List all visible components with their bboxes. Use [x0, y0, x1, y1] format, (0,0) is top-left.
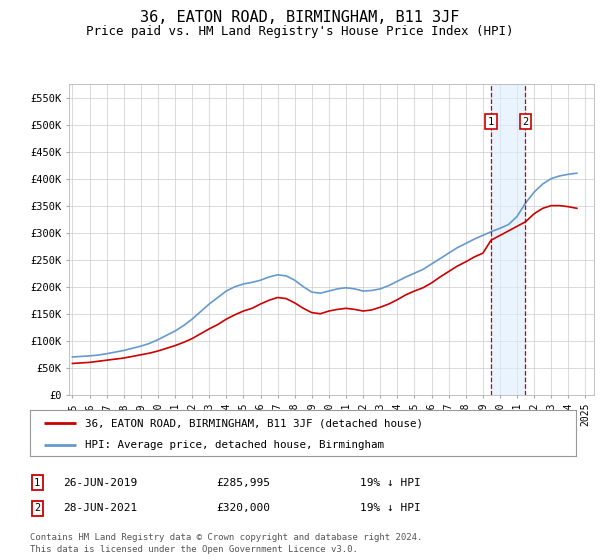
- Text: £285,995: £285,995: [216, 478, 270, 488]
- Text: 26-JUN-2019: 26-JUN-2019: [63, 478, 137, 488]
- Text: 2: 2: [523, 117, 529, 127]
- Text: 2: 2: [34, 503, 40, 514]
- Text: HPI: Average price, detached house, Birmingham: HPI: Average price, detached house, Birm…: [85, 440, 383, 450]
- Text: 36, EATON ROAD, BIRMINGHAM, B11 3JF: 36, EATON ROAD, BIRMINGHAM, B11 3JF: [140, 10, 460, 25]
- Text: 19% ↓ HPI: 19% ↓ HPI: [360, 503, 421, 514]
- Text: 36, EATON ROAD, BIRMINGHAM, B11 3JF (detached house): 36, EATON ROAD, BIRMINGHAM, B11 3JF (det…: [85, 418, 422, 428]
- Text: Contains HM Land Registry data © Crown copyright and database right 2024.: Contains HM Land Registry data © Crown c…: [30, 533, 422, 542]
- Text: This data is licensed under the Open Government Licence v3.0.: This data is licensed under the Open Gov…: [30, 545, 358, 554]
- Text: 19% ↓ HPI: 19% ↓ HPI: [360, 478, 421, 488]
- Text: 1: 1: [488, 117, 494, 127]
- Text: 1: 1: [34, 478, 40, 488]
- Text: 28-JUN-2021: 28-JUN-2021: [63, 503, 137, 514]
- Text: Price paid vs. HM Land Registry's House Price Index (HPI): Price paid vs. HM Land Registry's House …: [86, 25, 514, 38]
- Bar: [491, 84, 526, 395]
- Text: £320,000: £320,000: [216, 503, 270, 514]
